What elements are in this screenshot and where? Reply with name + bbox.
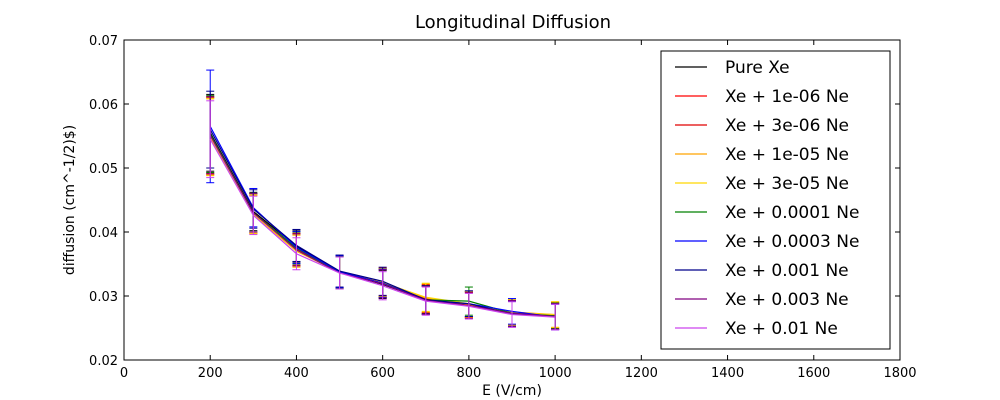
error-bar (421, 286, 430, 316)
y-tick-label: 0.05 (89, 162, 118, 177)
plot-frame (123, 39, 901, 361)
x-tick-label: 1200 (625, 366, 658, 381)
legend-label: Pure Xe (725, 58, 790, 78)
error-bar (508, 301, 516, 328)
x-tick-label: 1000 (539, 366, 572, 381)
axes: 0 200 400 600 800 1000 1200 1400 1600 1800 0.02 0.0… (89, 34, 917, 381)
error-bar (335, 256, 344, 290)
error-bar (206, 100, 215, 179)
plot-area (206, 69, 560, 331)
legend-label: Xe + 3e-06 Ne (725, 116, 849, 136)
y-tick-label: 0.04 (89, 226, 118, 241)
legend-item: Xe + 3e-06 Ne (675, 116, 849, 136)
legend-label: Xe + 0.003 Ne (725, 290, 849, 310)
legend-item: Xe + 1e-05 Ne (675, 145, 849, 165)
x-tick-label: 1400 (711, 366, 744, 381)
x-tick-label: 400 (284, 366, 309, 381)
x-tick-label: 200 (198, 366, 223, 381)
legend-item: Xe + 3e-05 Ne (675, 174, 849, 194)
legend-label: Xe + 1e-06 Ne (725, 87, 849, 107)
y-tick-label: 0.02 (89, 354, 118, 369)
legend-item: Xe + 0.0001 Ne (675, 203, 859, 223)
y-tick-label: 0.06 (89, 98, 118, 113)
error-bar (292, 237, 301, 271)
x-tick-label: 1600 (797, 366, 830, 381)
legend-label: Xe + 0.0003 Ne (725, 232, 859, 252)
legend-item: Xe + 0.003 Ne (675, 290, 849, 310)
legend-label: Xe + 0.0001 Ne (725, 203, 859, 223)
legend-label: Xe + 0.01 Ne (725, 319, 838, 339)
error-bar (378, 271, 387, 301)
x-tick-label: 0 (120, 366, 128, 381)
error-bar (551, 303, 560, 331)
y-tick-label: 0.07 (89, 34, 118, 49)
legend-item: Xe + 0.001 Ne (675, 261, 849, 281)
chart-title: Longitudinal Diffusion (415, 12, 611, 33)
x-tick-label: 600 (370, 366, 395, 381)
legend-item: Xe + 1e-06 Ne (675, 87, 849, 107)
legend: Pure Xe Xe + 1e-06 Ne Xe + 3e-06 Ne Xe + 1e… (660, 50, 891, 350)
x-tick-label: 1800 (883, 366, 916, 381)
error-bar (464, 292, 473, 320)
legend-label: Xe + 0.001 Ne (725, 261, 849, 281)
y-axis-label: diffusion (cm^-1/2)$) (62, 125, 78, 275)
legend-item: Xe + 0.0003 Ne (675, 232, 859, 252)
legend-label: Xe + 3e-05 Ne (725, 174, 849, 194)
legend-item: Pure Xe (675, 58, 790, 78)
legend-item: Xe + 0.01 Ne (675, 319, 838, 339)
x-tick-label: 800 (456, 366, 481, 381)
series-9 (206, 100, 560, 331)
legend-label: Xe + 1e-05 Ne (725, 145, 849, 165)
error-bar (249, 195, 258, 236)
y-tick-label: 0.03 (89, 290, 118, 305)
x-axis-label: E (V/cm) (482, 383, 542, 399)
